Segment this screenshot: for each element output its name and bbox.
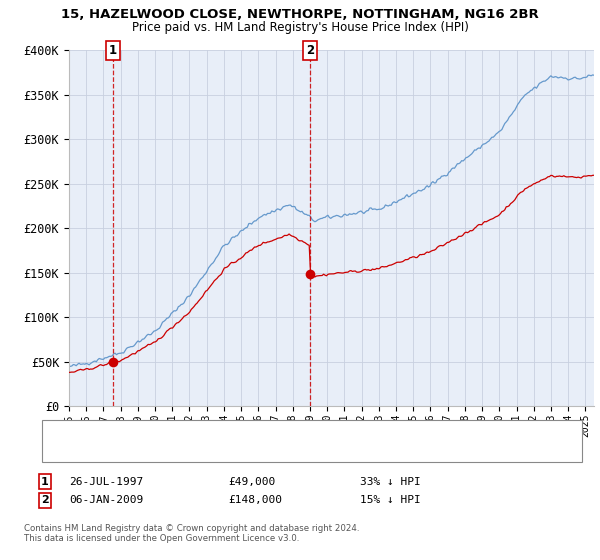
Text: 26-JUL-1997: 26-JUL-1997 <box>69 477 143 487</box>
Text: Contains HM Land Registry data © Crown copyright and database right 2024.
This d: Contains HM Land Registry data © Crown c… <box>24 524 359 543</box>
Text: 2: 2 <box>306 44 314 57</box>
Text: 15, HAZELWOOD CLOSE, NEWTHORPE, NOTTINGHAM, NG16 2BR (detached house): 15, HAZELWOOD CLOSE, NEWTHORPE, NOTTINGH… <box>78 427 483 437</box>
Text: £49,000: £49,000 <box>228 477 275 487</box>
Text: 06-JAN-2009: 06-JAN-2009 <box>69 495 143 505</box>
Text: Price paid vs. HM Land Registry's House Price Index (HPI): Price paid vs. HM Land Registry's House … <box>131 21 469 34</box>
Text: 1: 1 <box>109 44 118 57</box>
Text: 15, HAZELWOOD CLOSE, NEWTHORPE, NOTTINGHAM, NG16 2BR: 15, HAZELWOOD CLOSE, NEWTHORPE, NOTTINGH… <box>61 8 539 21</box>
Text: 1: 1 <box>41 477 49 487</box>
Text: HPI: Average price, detached house, Broxtowe: HPI: Average price, detached house, Brox… <box>78 445 305 455</box>
Text: 15% ↓ HPI: 15% ↓ HPI <box>360 495 421 505</box>
Text: 33% ↓ HPI: 33% ↓ HPI <box>360 477 421 487</box>
Text: 2: 2 <box>41 495 49 505</box>
Text: £148,000: £148,000 <box>228 495 282 505</box>
